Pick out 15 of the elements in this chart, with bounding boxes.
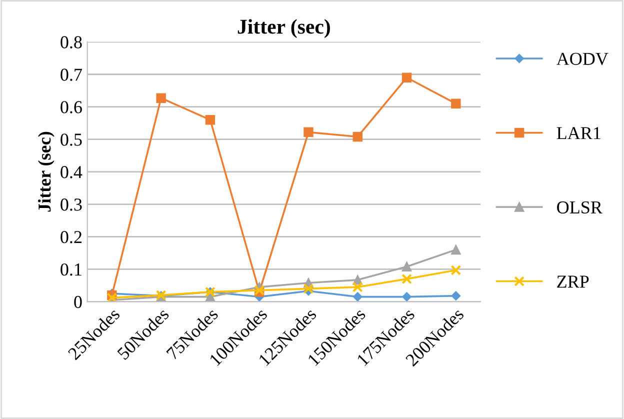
legend-label: OLSR bbox=[557, 201, 602, 214]
y-tick-label: 0.8 bbox=[60, 36, 82, 48]
legend-label: AODV bbox=[556, 52, 608, 66]
y-axis-title: Jitter (sec) bbox=[38, 132, 54, 212]
y-tick-label: 0.1 bbox=[60, 263, 82, 276]
y-tick-label: 0.4 bbox=[60, 166, 82, 178]
legend-label: LAR1 bbox=[556, 127, 600, 140]
y-tick-label: 0.7 bbox=[60, 68, 82, 81]
y-tick-label: 0.2 bbox=[60, 230, 82, 244]
chart-title: Jitter (sec) bbox=[238, 19, 330, 38]
legend-label: ZRP bbox=[557, 276, 589, 288]
y-tick-label: 0.5 bbox=[60, 134, 82, 146]
y-tick-label: 0.6 bbox=[60, 101, 82, 114]
y-tick-label: 0.3 bbox=[60, 198, 82, 211]
y-tick-label: 0 bbox=[74, 296, 82, 308]
